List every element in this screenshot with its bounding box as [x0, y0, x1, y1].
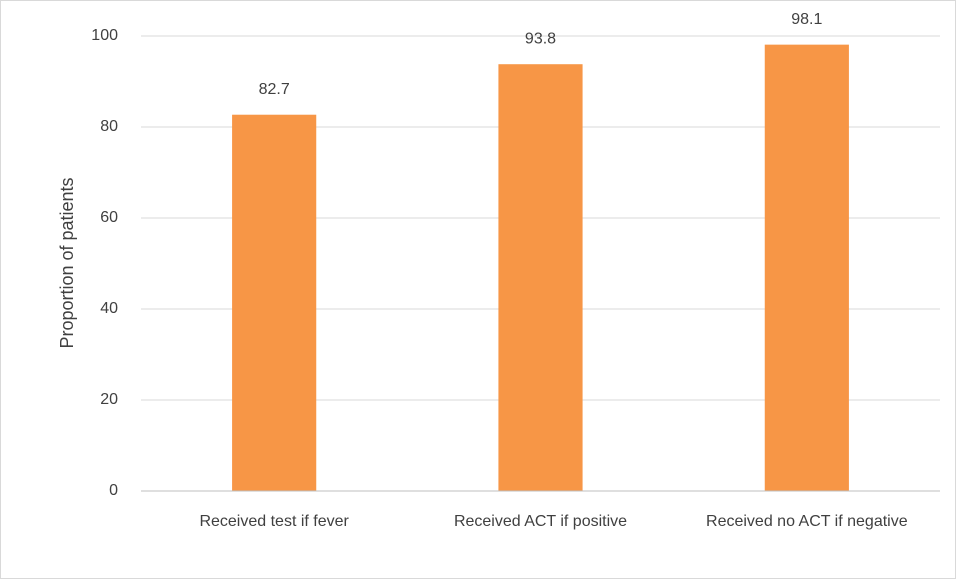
data-label: 82.7 — [259, 81, 290, 98]
bar — [232, 114, 317, 491]
y-tick-label: 80 — [100, 118, 118, 135]
bar — [764, 44, 849, 492]
y-tick-label: 100 — [91, 27, 118, 44]
bar — [498, 64, 583, 492]
x-tick-label: Received test if fever — [199, 513, 349, 530]
data-label: 98.1 — [791, 11, 822, 28]
y-tick-label: 60 — [100, 209, 118, 226]
x-tick-label: Received ACT if positive — [454, 513, 627, 530]
y-tick-label: 40 — [100, 300, 118, 317]
y-tick-label: 20 — [100, 391, 118, 408]
y-tick-label: 0 — [109, 482, 118, 499]
y-axis-label: Proportion of patients — [57, 177, 77, 348]
data-label: 93.8 — [525, 30, 556, 47]
x-tick-label: Received no ACT if negative — [706, 513, 908, 530]
